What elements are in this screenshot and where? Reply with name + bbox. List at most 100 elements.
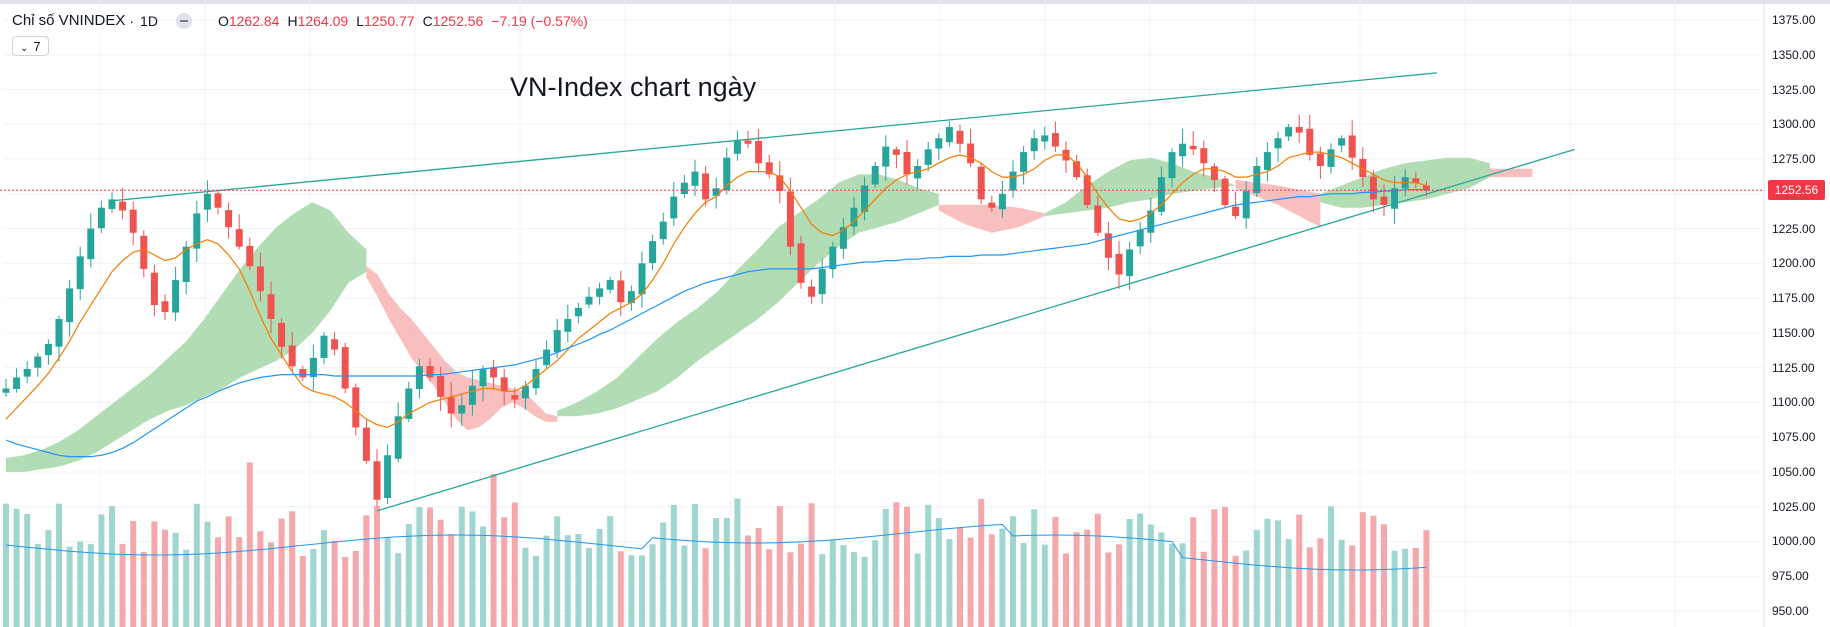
candle-body-53	[564, 318, 572, 332]
candle-body-23	[246, 245, 254, 267]
volume-bar-99	[1052, 516, 1059, 627]
candle-body-70	[744, 140, 752, 144]
volume-bar-0	[3, 503, 9, 627]
candle-body-30	[320, 335, 328, 358]
volume-bar-24	[257, 531, 264, 627]
volume-bar-89	[946, 539, 953, 627]
volume-bar-71	[755, 528, 762, 627]
y-tick-label-6: 1225.00	[1772, 221, 1816, 236]
candle-body-3	[34, 356, 42, 368]
volume-bar-5	[56, 503, 62, 627]
candle-body-4	[44, 344, 52, 356]
volume-bar-76	[808, 503, 815, 627]
volume-bar-104	[1105, 552, 1112, 627]
y-tick-label-8: 1175.00	[1772, 291, 1815, 306]
candle-body-5	[55, 318, 63, 347]
volume-bar-84	[893, 502, 900, 627]
volume-bar-52	[554, 516, 561, 627]
candle-body-31	[331, 339, 339, 350]
volume-bar-56	[596, 528, 603, 627]
y-tick-label-0: 1375.00	[1772, 13, 1816, 27]
candle-body-66	[702, 173, 710, 200]
volume-bar-49	[522, 547, 529, 627]
candle-body-15	[161, 301, 169, 313]
candle-body-48	[511, 395, 519, 400]
candle-body-67	[712, 188, 720, 196]
volume-bar-75	[798, 543, 804, 627]
volume-bar-123	[1306, 547, 1313, 627]
candle-body-1	[13, 377, 21, 389]
volume-bar-130	[1381, 524, 1387, 627]
volume-bar-18	[193, 503, 200, 627]
volume-bar-22	[236, 537, 243, 627]
volume-bar-44	[469, 511, 476, 627]
volume-bar-100	[1063, 553, 1069, 627]
collapse-legend-icon[interactable]	[175, 12, 192, 29]
indicators-toggle-button[interactable]: ⌄ 7	[12, 36, 49, 56]
volume-bar-117	[1243, 550, 1250, 627]
y-tick-label-15: 1000.00	[1772, 534, 1816, 549]
trendlines	[111, 72, 1575, 512]
volume-bar-73	[776, 506, 783, 627]
volume-bar-96	[1020, 542, 1027, 627]
candle-body-37	[394, 416, 402, 459]
candle-body-77	[818, 268, 826, 295]
volume-bar-109	[1158, 532, 1165, 627]
candle-body-74	[786, 191, 794, 247]
candle-body-118	[1253, 166, 1261, 194]
candle-body-51	[543, 349, 551, 366]
candle-body-25	[267, 294, 275, 319]
volume-bar-50	[533, 555, 539, 627]
candle-body-14	[150, 272, 158, 306]
volume-bar-31	[331, 540, 338, 627]
volume-bar-47	[501, 517, 508, 627]
candle-body-46	[490, 367, 498, 378]
candle-body-108	[1147, 210, 1155, 233]
candle-body-111	[1179, 143, 1187, 157]
candle-body-43	[458, 405, 466, 414]
candle-body-39	[415, 366, 423, 390]
candle-body-123	[1306, 128, 1314, 155]
candle-body-47	[500, 377, 508, 392]
cloud-segment-4	[1044, 157, 1236, 217]
timeframe-label[interactable]: 1D	[140, 12, 158, 29]
candle-body-99	[1051, 133, 1059, 147]
candle-body-41	[437, 376, 445, 397]
candle-body-6	[66, 288, 74, 323]
change-value: −7.19 (−0.57%)	[491, 12, 588, 29]
candle-body-110	[1168, 152, 1176, 179]
y-tick-label-13: 1050.00	[1772, 464, 1816, 479]
candle-body-121	[1285, 127, 1293, 137]
candle-body-128	[1359, 158, 1367, 178]
volume-bar-38	[405, 523, 412, 627]
volume-bar-132	[1402, 548, 1409, 627]
volume-bar-43	[458, 506, 465, 627]
volume-bar-27	[289, 511, 296, 627]
chart-annotation: VN-Index chart ngày	[510, 72, 757, 102]
candle-body-80	[850, 207, 858, 227]
volume-bar-79	[840, 545, 847, 627]
volume-bar-11	[119, 544, 126, 627]
volume-bar-81	[861, 556, 868, 627]
candle-body-115	[1221, 178, 1229, 205]
volume-bar-93	[988, 534, 995, 627]
candle-body-122	[1295, 127, 1303, 133]
volume-bar-61	[649, 544, 656, 627]
candle-body-83	[882, 146, 890, 167]
ichimoku-cloud	[6, 157, 1533, 472]
candle-body-92	[977, 166, 985, 200]
volume-bar-29	[310, 548, 317, 627]
candle-body-106	[1126, 249, 1134, 277]
candle-body-126	[1338, 138, 1346, 146]
volume-bar-33	[352, 551, 359, 627]
candle-body-107	[1136, 229, 1144, 247]
y-tick-label-12: 1075.00	[1772, 430, 1816, 445]
candle-body-45	[479, 369, 487, 387]
volume-bar-115	[1222, 506, 1228, 627]
symbol-name[interactable]: Chỉ số VNINDEX	[12, 12, 126, 29]
volume-bar-21	[225, 516, 232, 627]
volume-bar-69	[734, 498, 741, 627]
volume-bar-63	[670, 504, 677, 627]
candle-body-55	[585, 296, 593, 305]
